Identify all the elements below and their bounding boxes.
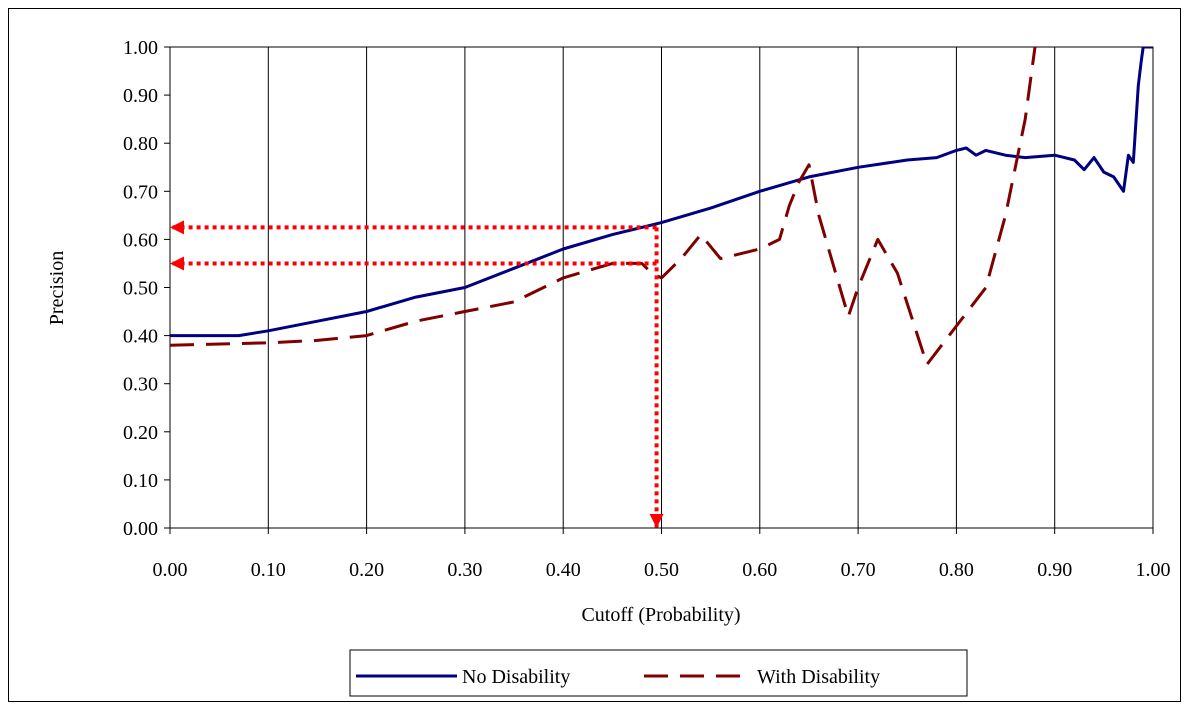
annotation-arrowhead xyxy=(649,514,664,528)
x-tick-label: 0.00 xyxy=(153,559,188,581)
x-axis-title: Cutoff (Probability) xyxy=(581,604,740,626)
y-tick-label: 0.10 xyxy=(123,470,158,492)
x-tick-label: 0.50 xyxy=(644,559,679,581)
legend-label-with-disability: With Disability xyxy=(757,666,880,688)
x-tick-label: 0.20 xyxy=(349,559,384,581)
x-tick-labels: 0.00 0.10 0.20 0.30 0.40 0.50 0.60 0.70 0.80 0.90… xyxy=(153,559,1171,581)
y-tick-label: 1.00 xyxy=(123,37,158,59)
x-tick-label: 1.00 xyxy=(1136,559,1171,581)
axes xyxy=(164,46,1154,534)
y-tick-label: 0.90 xyxy=(123,85,158,107)
annotation-arrowhead xyxy=(170,220,184,235)
x-tick-label: 0.80 xyxy=(939,559,974,581)
y-tick-label: 0.30 xyxy=(123,374,158,396)
y-tick-label: 0.60 xyxy=(123,229,158,251)
x-tick-label: 0.30 xyxy=(447,559,482,581)
annotation-arrowhead xyxy=(170,256,184,271)
annotation-arrows xyxy=(170,220,664,528)
x-tick-label: 0.90 xyxy=(1037,559,1072,581)
y-tick-labels: 0.00 0.10 0.20 0.30 0.40 0.50 0.60 0.70 0.80 0.90… xyxy=(123,37,158,540)
y-tick-label: 0.40 xyxy=(123,326,158,348)
legend: No Disability With Disability xyxy=(349,649,968,697)
series-line-no-disability xyxy=(170,47,1153,338)
x-tick-label: 0.10 xyxy=(251,559,286,581)
y-tick-label: 0.00 xyxy=(123,518,158,540)
legend-box xyxy=(349,649,968,697)
y-tick-label: 0.70 xyxy=(123,181,158,203)
y-tick-label: 0.80 xyxy=(123,133,158,155)
legend-label-no-disability: No Disability xyxy=(462,666,570,688)
y-tick-label: 0.50 xyxy=(123,278,158,300)
x-tick-label: 0.70 xyxy=(841,559,876,581)
x-tick-label: 0.60 xyxy=(742,559,777,581)
series-lines xyxy=(170,47,1153,366)
y-tick-label: 0.20 xyxy=(123,422,158,444)
x-tick-label: 0.40 xyxy=(546,559,581,581)
series-line-with-disability xyxy=(170,47,1037,366)
y-axis-title: Precision xyxy=(46,251,68,325)
